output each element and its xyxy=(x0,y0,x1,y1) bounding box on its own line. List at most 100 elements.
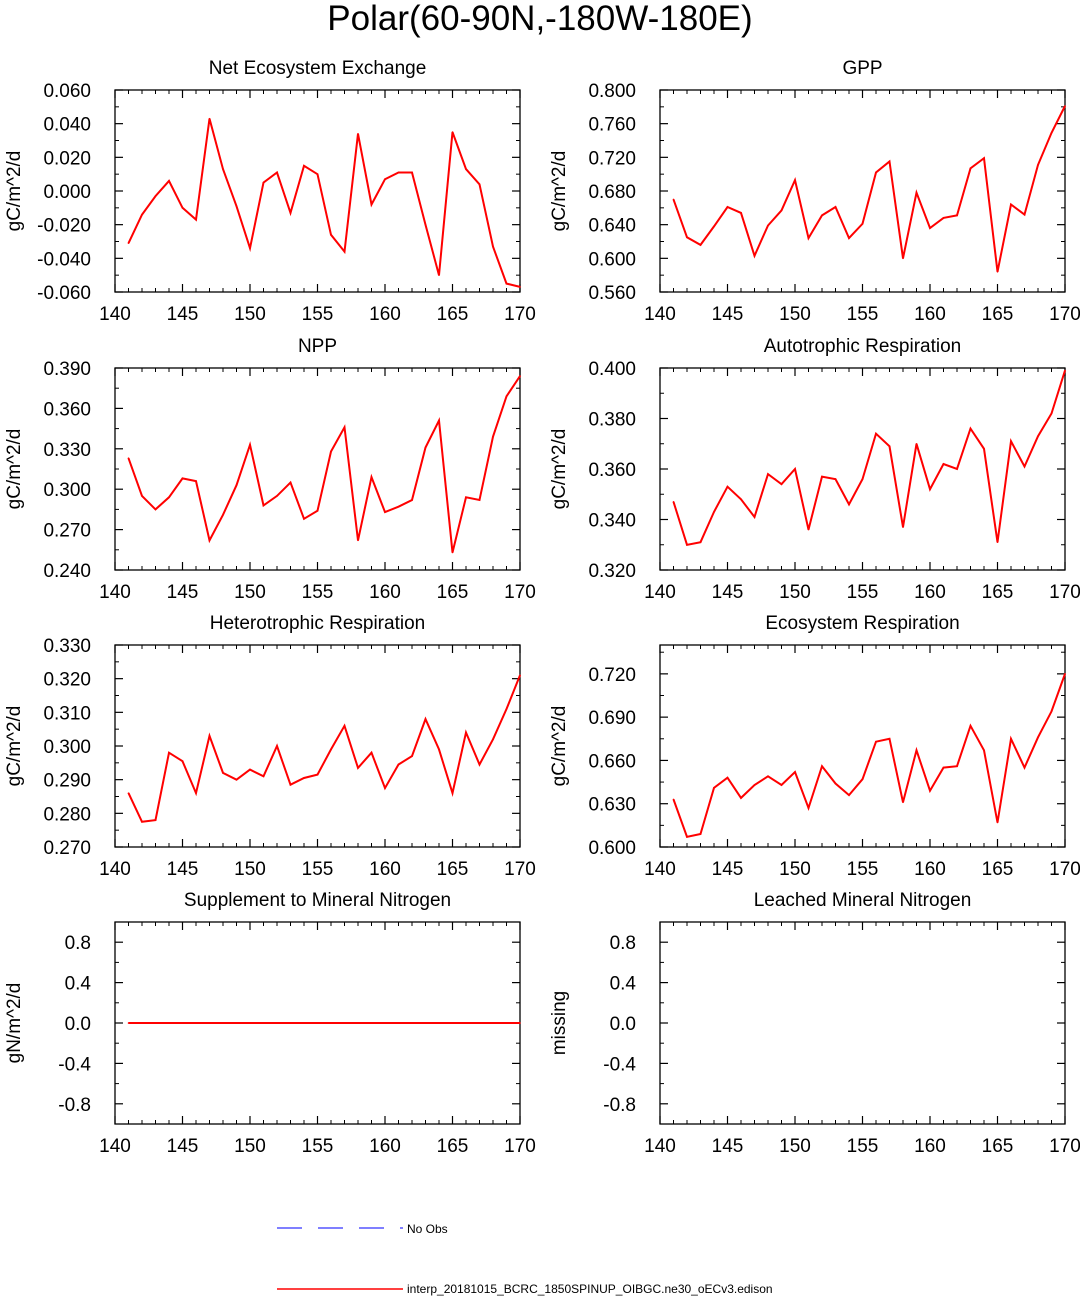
data-point xyxy=(343,426,346,429)
y-tick-label: -0.4 xyxy=(603,1054,636,1075)
data-point xyxy=(956,214,958,217)
series-line xyxy=(672,370,1066,546)
data-point xyxy=(996,821,999,824)
y-tick-label: 0.690 xyxy=(588,708,636,729)
data-point xyxy=(181,207,184,209)
x-tick-label: 160 xyxy=(914,582,946,603)
data-point xyxy=(767,224,769,227)
data-point xyxy=(451,792,454,794)
x-tick-label: 165 xyxy=(982,859,1014,880)
data-point xyxy=(249,247,251,250)
data-point xyxy=(222,1022,224,1024)
data-point xyxy=(127,242,130,244)
y-tick-label: 0.040 xyxy=(43,115,91,136)
data-point xyxy=(1037,435,1039,437)
x-tick-label: 145 xyxy=(712,304,744,325)
y-axis-label: gC/m^2/d xyxy=(549,151,570,232)
y-tick-label: 0.400 xyxy=(588,359,636,380)
data-point xyxy=(794,771,796,773)
data-point xyxy=(740,797,742,799)
x-tick-label: 155 xyxy=(302,1136,334,1157)
x-tick-label: 170 xyxy=(1049,1136,1080,1157)
data-point xyxy=(424,1022,427,1024)
data-point xyxy=(969,167,972,170)
data-point xyxy=(208,117,211,120)
data-point xyxy=(289,783,292,786)
panel-autotrophic-respiration: Autotrophic Respiration gC/m^2/d 140 145 150… xyxy=(549,336,1080,603)
data-point xyxy=(996,271,999,273)
data-point xyxy=(915,191,918,194)
data-point xyxy=(424,223,427,226)
y-tick-label: 0.270 xyxy=(43,521,91,542)
data-point xyxy=(289,212,292,214)
data-point xyxy=(357,539,359,542)
data-point xyxy=(330,1022,332,1024)
data-point xyxy=(726,485,729,488)
data-point xyxy=(465,731,467,734)
plot-frame xyxy=(659,644,1066,848)
data-point xyxy=(222,513,224,516)
data-point xyxy=(303,1022,305,1024)
panels: Net Ecosystem Exchange gC/m^2/d 140 145 150 1… xyxy=(4,58,1080,1157)
data-point xyxy=(316,773,319,776)
data-point xyxy=(330,748,332,751)
data-point xyxy=(370,751,373,754)
data-point xyxy=(519,375,521,377)
x-tick-label: 140 xyxy=(99,304,131,325)
data-point xyxy=(942,463,945,465)
panel-title: Net Ecosystem Exchange xyxy=(209,58,427,79)
data-point xyxy=(411,755,413,757)
data-point xyxy=(699,833,702,835)
y-tick-label: 0.330 xyxy=(43,636,91,657)
panel-title: GPP xyxy=(842,58,882,79)
y-tick-label: 0.4 xyxy=(610,974,637,995)
data-point xyxy=(875,171,877,174)
data-point xyxy=(1010,203,1012,206)
data-point xyxy=(181,477,184,480)
data-point xyxy=(1010,440,1012,443)
y-tick-label: 0.640 xyxy=(588,216,636,237)
y-tick-label: -0.020 xyxy=(37,216,91,237)
data-point xyxy=(438,274,440,276)
y-tick-label: -0.060 xyxy=(37,283,91,304)
data-point xyxy=(127,1022,130,1024)
x-tick-label: 170 xyxy=(504,859,536,880)
data-point xyxy=(181,760,184,762)
x-tick-label: 150 xyxy=(234,859,266,880)
data-point xyxy=(753,516,756,518)
data-point xyxy=(384,787,386,789)
data-point xyxy=(235,205,238,207)
data-point xyxy=(834,782,837,785)
data-point xyxy=(357,767,359,769)
data-point xyxy=(127,457,130,460)
data-point xyxy=(686,543,688,546)
x-tick-label: 150 xyxy=(234,1136,266,1157)
data-point xyxy=(915,442,918,445)
data-point xyxy=(767,473,769,475)
data-point xyxy=(969,725,972,727)
x-tick-label: 140 xyxy=(644,859,676,880)
data-point xyxy=(942,217,945,219)
data-point xyxy=(740,498,742,501)
data-point xyxy=(740,212,742,214)
x-tick-label: 170 xyxy=(504,582,536,603)
data-point xyxy=(1064,369,1066,372)
data-point xyxy=(848,503,850,506)
y-tick-label: 0.390 xyxy=(43,359,91,380)
data-point xyxy=(357,132,359,135)
x-tick-label: 145 xyxy=(167,1136,199,1157)
data-point xyxy=(983,448,985,450)
data-point xyxy=(505,282,508,285)
data-point xyxy=(1023,213,1026,216)
data-point xyxy=(969,427,972,430)
data-point xyxy=(181,1022,184,1024)
x-tick-label: 165 xyxy=(982,582,1014,603)
y-tick-label: 0.360 xyxy=(43,399,91,420)
data-point xyxy=(875,432,877,435)
data-point xyxy=(154,819,157,821)
panel-title: Leached Mineral Nitrogen xyxy=(754,890,972,911)
y-tick-label: 0.8 xyxy=(65,933,91,954)
x-tick-label: 140 xyxy=(644,304,676,325)
y-tick-label: 0.0 xyxy=(610,1014,636,1035)
